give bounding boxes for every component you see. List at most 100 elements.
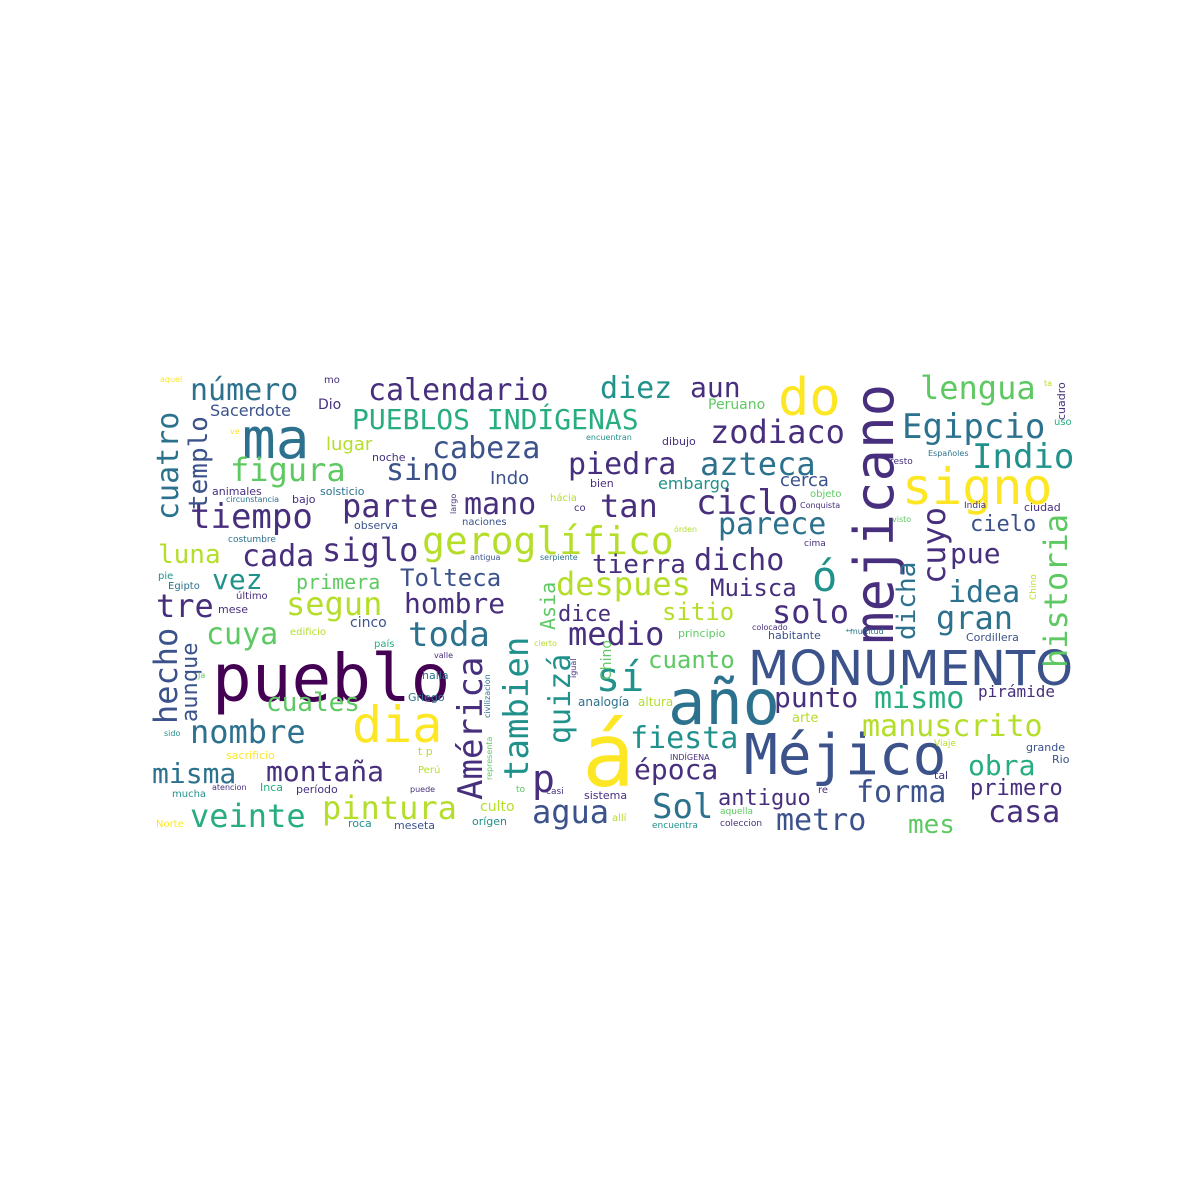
word: cielo xyxy=(970,512,1037,537)
word: país xyxy=(374,639,395,650)
word: Peruano xyxy=(708,397,766,413)
word: parte xyxy=(342,487,439,525)
word: toda xyxy=(408,615,490,655)
word: fiesta xyxy=(630,721,739,756)
word: ve xyxy=(230,427,240,436)
word: dibujo xyxy=(662,435,696,448)
word: pie xyxy=(158,571,174,582)
word: azteca xyxy=(700,445,816,483)
word: cuya xyxy=(206,617,279,652)
word: cinco xyxy=(350,615,387,631)
word: período xyxy=(296,783,338,796)
word: Griego xyxy=(408,691,445,704)
word: historia xyxy=(1037,513,1075,668)
word: año xyxy=(668,666,780,739)
word: edificio xyxy=(290,627,326,638)
word: primero xyxy=(970,776,1063,801)
word: cuatro xyxy=(151,411,186,520)
word: mes xyxy=(908,810,955,840)
word: Conquista xyxy=(800,501,841,510)
word: obra xyxy=(968,749,1036,782)
word: meseta xyxy=(394,819,436,832)
word: mano xyxy=(464,487,537,522)
word: Dio xyxy=(318,397,342,413)
word: India xyxy=(964,501,987,511)
word: Méjico xyxy=(744,723,947,788)
word: pue xyxy=(950,537,1001,570)
word: do xyxy=(778,368,841,428)
word: gran xyxy=(936,599,1014,637)
word: to xyxy=(516,785,526,795)
word: diez xyxy=(600,371,673,406)
word: Perú xyxy=(418,765,441,776)
word: cabeza xyxy=(432,431,541,466)
word: á xyxy=(582,704,635,807)
word: serpiente xyxy=(540,553,578,562)
word: Chino xyxy=(1029,574,1039,600)
word: bajo xyxy=(292,493,316,506)
word: manuscrito xyxy=(862,709,1043,744)
word: grande xyxy=(1026,741,1065,754)
word: sino xyxy=(386,453,459,488)
word: tan xyxy=(600,487,658,525)
word: época xyxy=(634,753,719,786)
word: Muisca xyxy=(710,574,797,602)
word: dia xyxy=(352,696,443,754)
word: tambien xyxy=(497,636,537,780)
word: forma xyxy=(856,775,947,810)
word: tal xyxy=(934,769,949,782)
word: Chino xyxy=(599,640,615,680)
word: veinte xyxy=(190,797,306,835)
word: halla xyxy=(422,669,449,682)
word: misma xyxy=(152,757,237,790)
word: segun xyxy=(286,585,383,623)
word: vez xyxy=(212,563,263,596)
word: coleccion xyxy=(720,819,763,829)
word: ma xyxy=(242,407,310,472)
word: nombre xyxy=(190,713,306,751)
word: naciones xyxy=(462,517,507,528)
word: aquel xyxy=(160,375,183,384)
word: orígen xyxy=(472,815,508,828)
word: idea xyxy=(948,575,1021,610)
word: órden xyxy=(674,525,698,534)
word: siglo xyxy=(322,531,419,569)
word: templo xyxy=(184,416,214,510)
word: ta xyxy=(1044,379,1053,388)
word: parece xyxy=(718,507,827,542)
word: altura xyxy=(638,695,674,709)
word: valle xyxy=(434,651,454,660)
word: mismo xyxy=(874,681,965,716)
word: costumbre xyxy=(228,535,276,545)
word: p xyxy=(532,757,555,801)
word: sitio xyxy=(662,598,735,626)
word: dice xyxy=(558,602,611,627)
word: Asia xyxy=(536,581,560,630)
word: animales xyxy=(212,485,262,498)
word: colocado xyxy=(752,623,788,632)
word: signo xyxy=(902,458,1053,516)
word: bien xyxy=(590,477,614,490)
word: aun xyxy=(690,371,741,404)
word: objeto xyxy=(810,489,842,500)
word: igual xyxy=(569,658,578,679)
word: hácia xyxy=(550,493,577,504)
word: solo xyxy=(772,593,850,631)
word: t p xyxy=(418,745,433,758)
word: ó xyxy=(812,552,838,601)
word: Cordillera xyxy=(966,631,1019,644)
word: encuentran xyxy=(586,433,632,442)
word: largo xyxy=(449,493,458,514)
word: cierto xyxy=(534,639,557,648)
word: despues xyxy=(556,565,691,603)
word: Egipcio xyxy=(902,407,1046,447)
word: calendario xyxy=(368,373,549,408)
word: lengua xyxy=(920,369,1036,407)
word: sí xyxy=(596,655,645,701)
word: aquella xyxy=(720,807,753,817)
word: número xyxy=(190,373,299,408)
word: agua xyxy=(532,793,610,831)
word: cima xyxy=(804,539,826,549)
word: sido xyxy=(164,729,181,738)
